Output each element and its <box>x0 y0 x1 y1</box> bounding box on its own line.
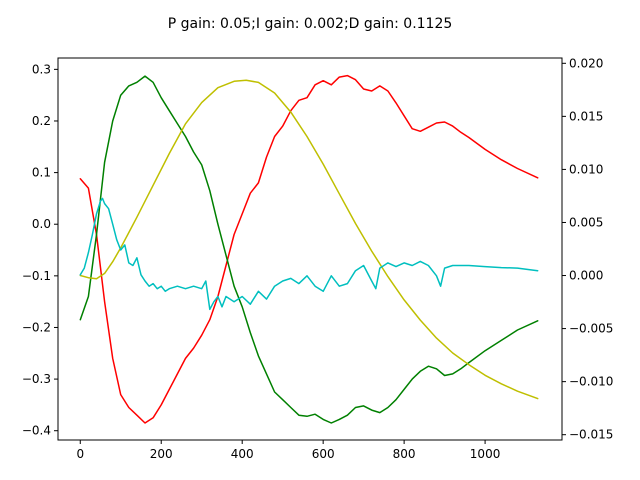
y-left-tick-label: 0.1 <box>32 166 51 180</box>
y-left-tick-label: 0.0 <box>32 217 51 231</box>
y-axis-right: −0.015 −0.010 −0.005 0.000 0.005 0.010 0.015 0.… <box>562 56 613 442</box>
x-tick-label: 0 <box>76 447 84 461</box>
y-left-tick-label: 0.2 <box>32 114 51 128</box>
y-right-tick-label: 0.010 <box>569 162 603 176</box>
y-left-tick-label: −0.1 <box>22 269 51 283</box>
y-left-tick-label: −0.4 <box>22 424 51 438</box>
x-tick-label: 200 <box>150 447 173 461</box>
y-right-tick-label: −0.015 <box>569 428 613 442</box>
x-tick-label: 1000 <box>470 447 501 461</box>
y-right-tick-label: 0.020 <box>569 56 603 70</box>
series-line-green <box>79 75 539 424</box>
y-left-tick-label: −0.3 <box>22 372 51 386</box>
plot-frame <box>57 57 563 441</box>
y-right-tick-label: −0.010 <box>569 375 613 389</box>
series-layer <box>79 74 539 424</box>
y-left-tick-label: −0.2 <box>22 320 51 334</box>
x-tick-label: 600 <box>312 447 335 461</box>
y-right-tick-label: 0.000 <box>569 269 603 283</box>
y-right-tick-label: −0.005 <box>569 322 613 336</box>
y-right-tick-label: 0.015 <box>569 109 603 123</box>
series-line-cyan <box>79 197 539 311</box>
chart-title: P gain: 0.05;I gain: 0.002;D gain: 0.112… <box>168 16 453 32</box>
y-axis-left: −0.4 −0.3 −0.2 −0.1 0.0 0.1 0.2 0.3 <box>22 62 58 438</box>
series-line-red <box>79 74 539 424</box>
y-right-tick-label: 0.005 <box>569 215 603 229</box>
y-left-tick-label: 0.3 <box>32 62 51 76</box>
x-axis: 0 200 400 600 800 1000 <box>76 440 500 461</box>
x-tick-label: 400 <box>231 447 254 461</box>
x-tick-label: 800 <box>393 447 416 461</box>
series-line-yellow <box>79 79 539 400</box>
